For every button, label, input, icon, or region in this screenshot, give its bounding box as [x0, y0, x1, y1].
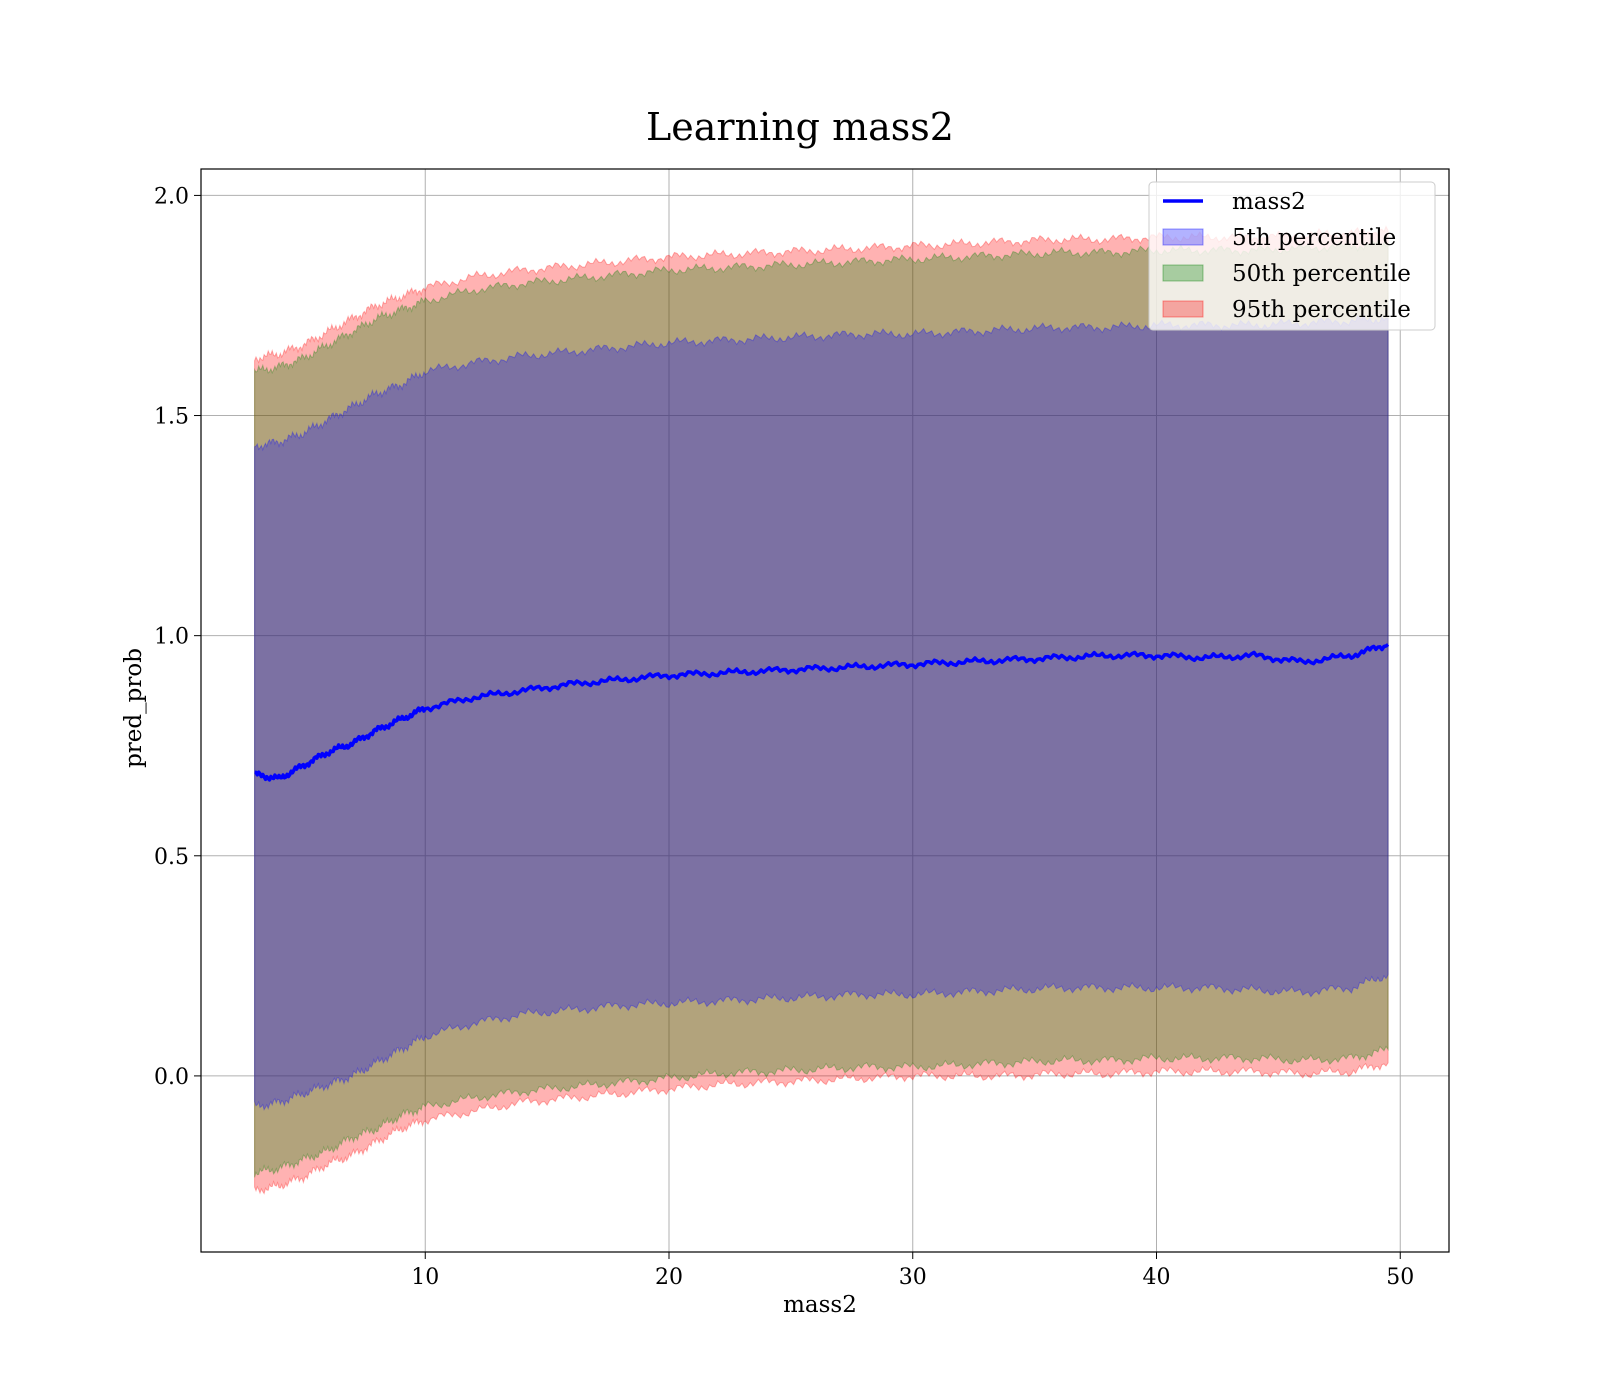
x-tick-label: 10	[411, 1265, 439, 1290]
band-5th-percentile	[254, 314, 1389, 1111]
legend-swatch-band	[1162, 264, 1204, 282]
y-tick-label: 0.5	[154, 845, 189, 870]
y-tick-label: 2.0	[154, 184, 189, 209]
x-tick-label: 40	[1143, 1265, 1171, 1290]
legend-entry: 50th percentile	[1232, 261, 1411, 287]
chart-title: Learning mass2	[646, 105, 954, 149]
x-tick-label: 20	[655, 1265, 683, 1290]
y-axis-label: pred_prob	[121, 648, 147, 768]
legend-box	[1148, 181, 1436, 331]
ticks: 10 20 30 40 50 0.0 0.5 1.0 1.5 2.0	[154, 184, 1414, 1290]
legend: mass2 5th percentile 50th percentile 95th p…	[1148, 181, 1436, 331]
legend-entry: 95th percentile	[1232, 297, 1411, 323]
y-tick-label: 1.0	[154, 625, 189, 650]
band-50th-percentile	[254, 239, 1389, 1178]
legend-swatch-band	[1162, 300, 1204, 318]
series-line-mass2	[254, 643, 1390, 782]
x-tick-label: 50	[1386, 1265, 1414, 1290]
x-axis-label: mass2	[783, 1292, 857, 1318]
legend-swatch-band	[1162, 228, 1204, 246]
bands	[254, 225, 1389, 1195]
plot-frame	[200, 168, 1450, 1253]
band-95th-percentile	[254, 225, 1389, 1195]
y-tick-label: 1.5	[154, 405, 189, 430]
y-tick-label: 0.0	[154, 1065, 189, 1090]
x-tick-label: 30	[899, 1265, 927, 1290]
legend-entry: mass2	[1232, 189, 1306, 215]
legend-entry: 5th percentile	[1232, 225, 1396, 251]
lines	[254, 643, 1390, 782]
